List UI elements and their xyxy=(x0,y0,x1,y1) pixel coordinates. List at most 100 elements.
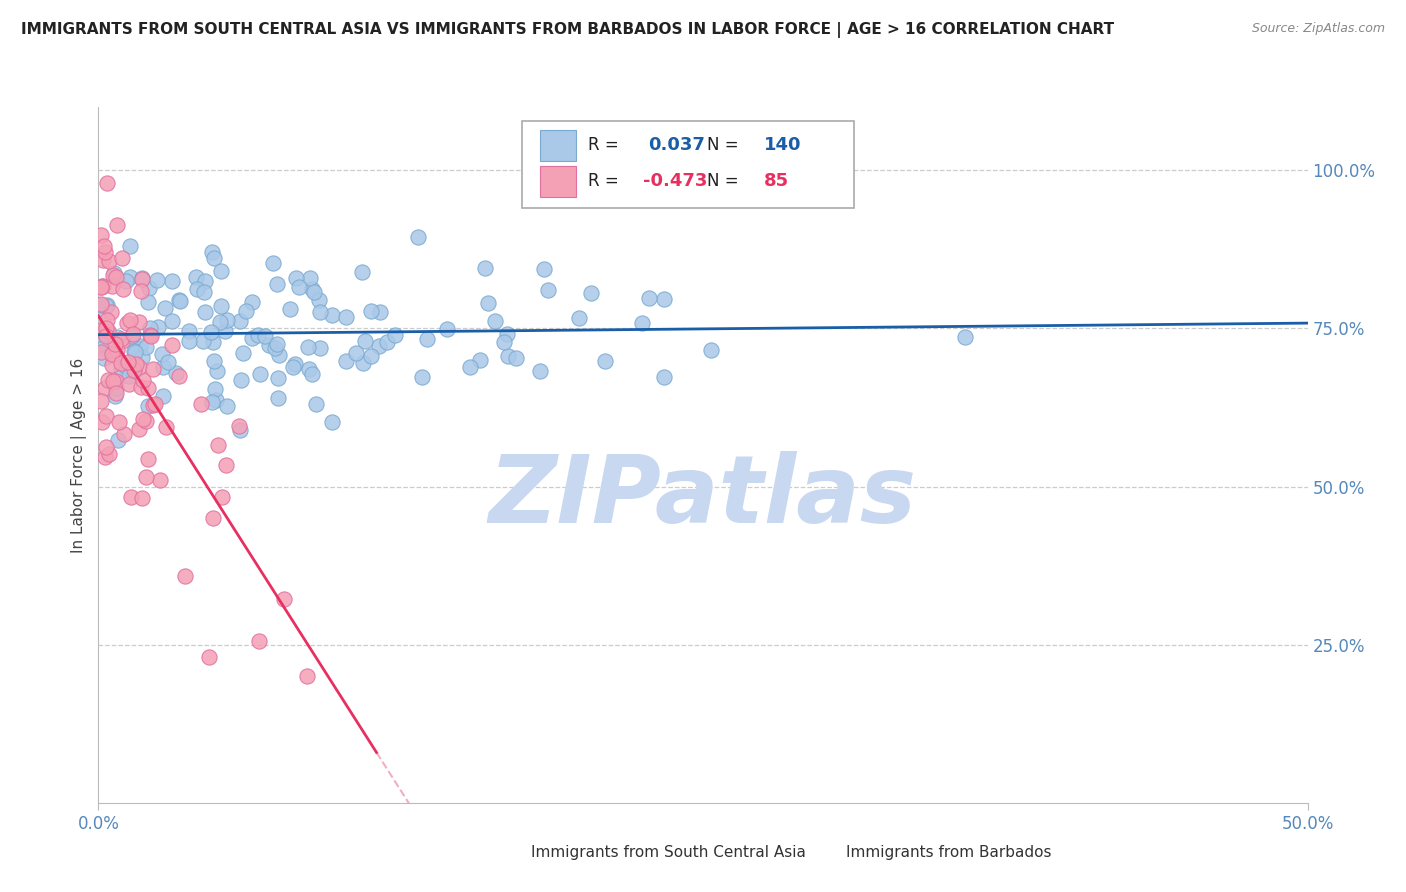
Point xyxy=(198,650,221,665)
Point xyxy=(139,321,162,335)
Point xyxy=(247,633,270,648)
Point xyxy=(149,474,172,488)
Point xyxy=(191,334,214,348)
FancyBboxPatch shape xyxy=(540,129,576,161)
Point xyxy=(169,293,191,308)
Point xyxy=(360,304,382,318)
Point xyxy=(117,316,139,330)
Point xyxy=(202,252,225,266)
Point xyxy=(128,422,150,436)
Text: Immigrants from South Central Asia: Immigrants from South Central Asia xyxy=(531,846,806,861)
Point xyxy=(94,381,117,395)
Point xyxy=(115,274,138,288)
Point xyxy=(194,273,217,287)
Text: N =: N = xyxy=(707,136,744,154)
Point xyxy=(209,299,232,313)
Point xyxy=(304,285,326,300)
Text: R =: R = xyxy=(588,136,624,154)
Point xyxy=(136,294,159,309)
Point xyxy=(91,341,114,355)
Point xyxy=(101,358,124,372)
Point xyxy=(112,426,135,441)
Point xyxy=(458,359,481,374)
Point xyxy=(505,351,527,365)
Point xyxy=(97,325,120,339)
Point xyxy=(288,280,311,294)
FancyBboxPatch shape xyxy=(522,121,855,208)
Y-axis label: In Labor Force | Age > 16: In Labor Force | Age > 16 xyxy=(72,358,87,552)
Point xyxy=(301,368,323,382)
Point xyxy=(229,314,252,328)
Point xyxy=(384,327,406,342)
Point xyxy=(120,313,142,327)
Point xyxy=(98,254,121,268)
Point xyxy=(105,386,128,401)
Point xyxy=(90,393,112,408)
Point xyxy=(568,310,591,325)
Point xyxy=(104,381,127,395)
Point xyxy=(94,409,117,424)
Point xyxy=(90,298,112,312)
FancyBboxPatch shape xyxy=(489,840,526,865)
Point xyxy=(93,239,115,253)
Point xyxy=(305,397,328,411)
Point xyxy=(90,280,112,294)
Point xyxy=(153,301,176,316)
Point xyxy=(117,354,139,368)
Point xyxy=(281,359,304,374)
Text: ZIPatlas: ZIPatlas xyxy=(489,450,917,542)
Point xyxy=(93,351,115,365)
Point xyxy=(111,251,134,265)
Text: 140: 140 xyxy=(763,136,801,154)
Point xyxy=(202,353,225,368)
Point xyxy=(298,362,321,376)
Point xyxy=(474,261,496,276)
Point xyxy=(127,341,149,355)
Point xyxy=(94,441,117,455)
Point xyxy=(142,398,165,412)
Point xyxy=(135,414,157,428)
Point xyxy=(91,303,114,318)
Point xyxy=(273,592,295,607)
Point xyxy=(344,346,367,360)
Point xyxy=(135,341,157,355)
Point xyxy=(114,359,136,374)
Point xyxy=(262,256,284,270)
Point xyxy=(228,419,250,434)
Point xyxy=(91,415,114,429)
Point xyxy=(138,328,160,343)
Point xyxy=(131,271,153,285)
Point xyxy=(177,334,200,348)
Point xyxy=(406,230,429,244)
Text: 0.037: 0.037 xyxy=(648,136,706,154)
Point xyxy=(145,397,167,411)
Point xyxy=(700,343,723,357)
Point xyxy=(235,304,257,318)
Point xyxy=(110,356,132,370)
Point xyxy=(477,295,499,310)
Point xyxy=(100,348,122,362)
Point xyxy=(631,316,654,330)
Point xyxy=(232,346,254,360)
Point xyxy=(90,297,112,311)
Point xyxy=(120,270,142,285)
Point xyxy=(122,343,145,358)
Point xyxy=(155,420,177,434)
Point xyxy=(321,415,343,429)
Point xyxy=(246,327,269,342)
Text: Immigrants from Barbados: Immigrants from Barbados xyxy=(845,846,1052,861)
Point xyxy=(953,329,976,343)
Point xyxy=(150,347,173,361)
Point xyxy=(132,411,155,425)
Point xyxy=(652,370,675,384)
Point xyxy=(211,490,233,504)
Point xyxy=(96,313,118,327)
Point xyxy=(496,349,519,363)
Point xyxy=(201,244,224,259)
Point xyxy=(436,322,458,336)
Point xyxy=(136,399,159,413)
Point xyxy=(129,339,152,353)
Point xyxy=(122,363,145,377)
Point xyxy=(104,348,127,362)
Point xyxy=(335,310,357,324)
